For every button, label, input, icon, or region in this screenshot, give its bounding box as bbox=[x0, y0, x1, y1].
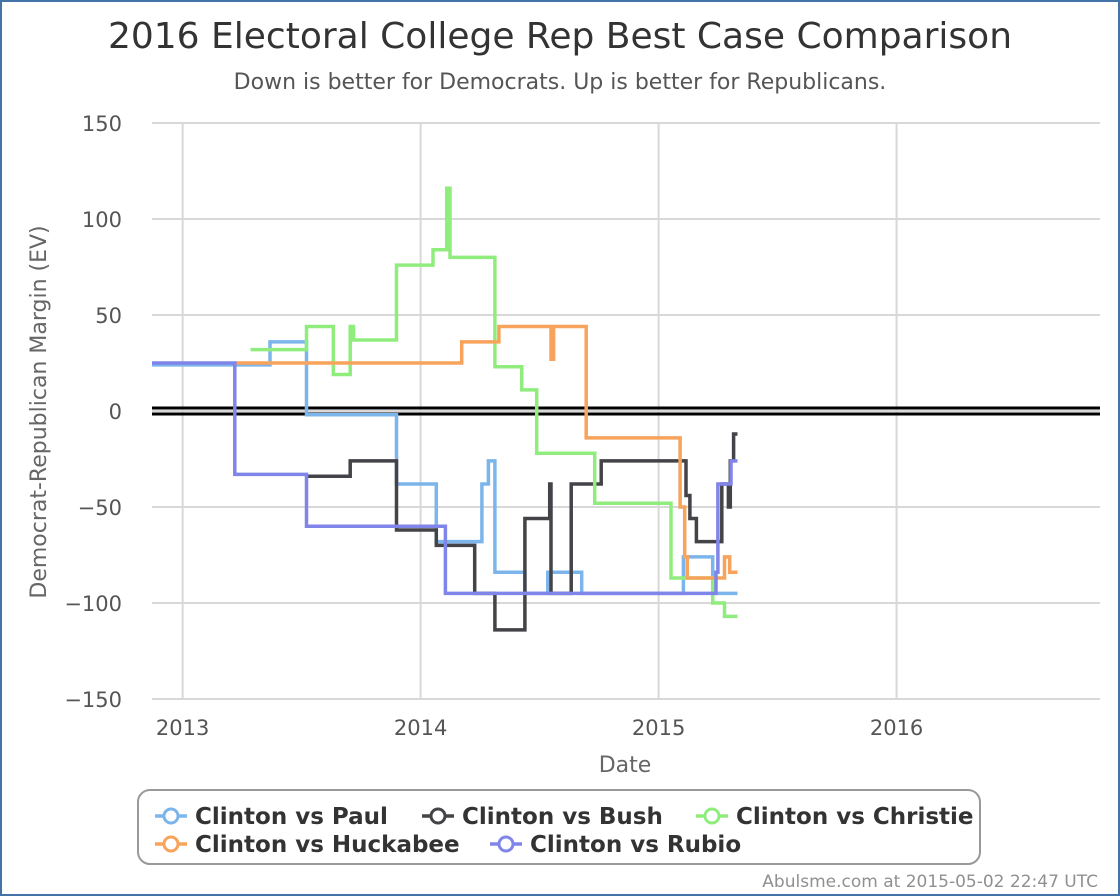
x-axis-title: Date bbox=[599, 753, 652, 778]
y-tick-label: 100 bbox=[82, 208, 122, 232]
y-tick-label: −100 bbox=[64, 592, 122, 616]
series-line-5 bbox=[152, 361, 738, 596]
y-tick-label: 150 bbox=[82, 112, 122, 136]
legend-swatch-marker bbox=[162, 835, 180, 853]
y-tick-label: 0 bbox=[109, 400, 122, 424]
y-tick-label: −50 bbox=[78, 496, 122, 520]
x-tick-label: 2015 bbox=[632, 716, 685, 740]
legend: Clinton vs Paul Clinton vs Bush Clinton vs… bbox=[137, 789, 981, 865]
legend-item[interactable]: Clinton vs Bush bbox=[422, 804, 663, 830]
legend-item[interactable]: Clinton vs Rubio bbox=[490, 832, 741, 858]
y-tick-label: 50 bbox=[95, 304, 122, 328]
legend-swatch-marker bbox=[703, 807, 721, 825]
chart-title: 2016 Electoral College Rep Best Case Com… bbox=[108, 16, 1012, 57]
legend-box bbox=[137, 789, 981, 865]
x-tick-label: 2016 bbox=[870, 716, 923, 740]
y-gridlines bbox=[152, 122, 1100, 700]
x-tick-label: 2014 bbox=[394, 716, 447, 740]
legend-label: Clinton vs Huckabee bbox=[195, 832, 460, 858]
series-line-2 bbox=[306, 432, 738, 632]
legend-swatch-marker bbox=[162, 807, 180, 825]
x-tick-label: 2013 bbox=[156, 716, 209, 740]
y-axis-title: Democrat-Republican Margin (EV) bbox=[27, 225, 52, 598]
legend-item[interactable]: Clinton vs Huckabee bbox=[155, 832, 460, 858]
chart-subtitle: Down is better for Democrats. Up is bett… bbox=[234, 70, 887, 95]
legend-label: Clinton vs Paul bbox=[195, 804, 388, 830]
credit-label: Abulsme.com at 2015-05-02 22:47 UTC bbox=[762, 872, 1098, 892]
y-tick-label: −150 bbox=[64, 688, 122, 712]
legend-item[interactable]: Clinton vs Christie bbox=[696, 804, 974, 830]
legend-label: Clinton vs Bush bbox=[462, 804, 663, 830]
series-line-3 bbox=[250, 186, 738, 619]
legend-label: Clinton vs Rubio bbox=[530, 832, 741, 858]
series-line-4 bbox=[234, 324, 738, 580]
y-tick-labels: 150 100 50 0 −50 −100 −150 bbox=[64, 112, 122, 712]
legend-item[interactable]: Clinton vs Paul bbox=[155, 804, 388, 830]
legend-label: Clinton vs Christie bbox=[736, 804, 974, 830]
legend-swatch-marker bbox=[429, 807, 447, 825]
legend-swatch-marker bbox=[497, 835, 515, 853]
series-lines bbox=[152, 186, 738, 632]
x-tick-labels: 2013 2014 2015 2016 bbox=[156, 716, 923, 740]
